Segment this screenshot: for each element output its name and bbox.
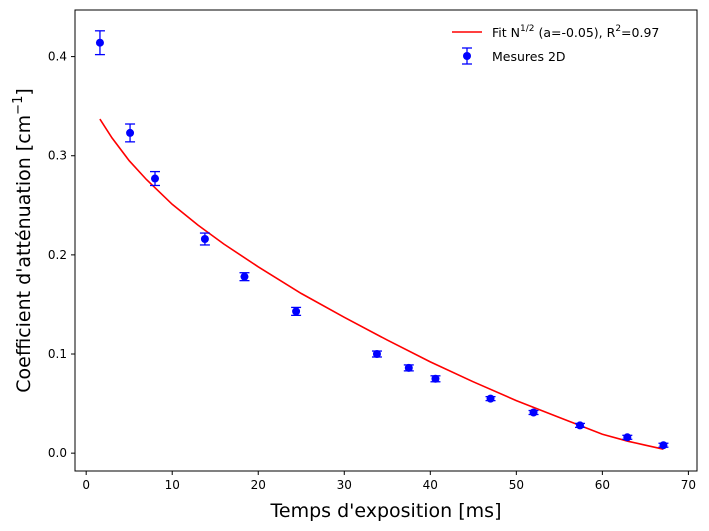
data-point: [658, 441, 669, 450]
data-point: [239, 272, 250, 282]
y-axis-title: Coefficient d'atténuation [cm−1]: [11, 88, 35, 393]
y-tick-label: 0.0: [48, 446, 67, 460]
data-point: [528, 408, 539, 417]
measure-marker: [575, 421, 584, 430]
y-tick-label: 0.4: [48, 50, 67, 64]
legend-marker: [463, 52, 471, 60]
measure-marker: [95, 38, 104, 47]
x-tick-label: 50: [509, 478, 524, 492]
y-tick-label: 0.3: [48, 149, 67, 163]
x-tick-label: 40: [423, 478, 438, 492]
legend: Fit N1/2 (a=-0.05), R2=0.97 Mesures 2D: [452, 24, 659, 65]
data-point: [291, 306, 302, 317]
fit-curve-line: [99, 118, 664, 450]
legend-fit-label-end: =0.97: [621, 25, 659, 40]
measure-marker: [623, 433, 632, 442]
measure-marker: [431, 374, 440, 383]
measure-marker: [529, 408, 538, 417]
legend-fit-label-sup2: 2: [615, 24, 621, 34]
measure-marker: [240, 272, 249, 281]
data-point: [622, 433, 633, 442]
x-tick-label: 30: [337, 478, 352, 492]
x-axis-ticks: 0 10 20 30 40 50 60 70: [82, 471, 696, 492]
data-point: [485, 394, 496, 403]
measure-marker: [659, 441, 668, 450]
y-tick-label: 0.1: [48, 347, 67, 361]
measure-marker: [126, 128, 135, 137]
measure-marker: [200, 235, 209, 244]
x-tick-label: 60: [595, 478, 610, 492]
x-tick-label: 0: [82, 478, 90, 492]
data-point: [94, 30, 105, 56]
legend-fit-label-main: Fit N: [492, 25, 520, 40]
series-layer: [94, 30, 669, 450]
measure-marker: [404, 363, 413, 372]
legend-measures-swatch: [462, 47, 472, 65]
data-point: [125, 123, 136, 143]
x-axis-title: Temps d'exposition [ms]: [270, 500, 502, 522]
measure-marker: [486, 394, 495, 403]
y-tick-label: 0.2: [48, 248, 67, 262]
measure-marker: [372, 350, 381, 359]
x-tick-label: 10: [165, 478, 180, 492]
legend-fit-label-sup1: 1/2: [520, 24, 534, 34]
legend-fit-label-mid: (a=-0.05), R: [534, 25, 615, 40]
data-point: [574, 421, 585, 430]
data-point: [371, 350, 382, 359]
legend-measures-label: Mesures 2D: [492, 49, 566, 64]
data-point: [199, 232, 210, 246]
y-axis-ticks: 0.0 0.1 0.2 0.3 0.4: [48, 50, 75, 460]
y-axis-title-main: Coefficient d'atténuation [cm: [13, 115, 35, 393]
x-tick-label: 70: [681, 478, 696, 492]
x-tick-label: 20: [251, 478, 266, 492]
y-axis-title-superscript: −1: [11, 96, 26, 115]
data-point: [150, 170, 161, 187]
measure-marker: [292, 307, 301, 316]
data-point: [430, 374, 441, 383]
plot-frame: [74, 9, 698, 472]
y-axis-title-end: ]: [13, 88, 35, 95]
data-point: [403, 363, 414, 372]
legend-fit-label: Fit N1/2 (a=-0.05), R2=0.97: [492, 24, 659, 40]
measure-marker: [151, 174, 160, 183]
